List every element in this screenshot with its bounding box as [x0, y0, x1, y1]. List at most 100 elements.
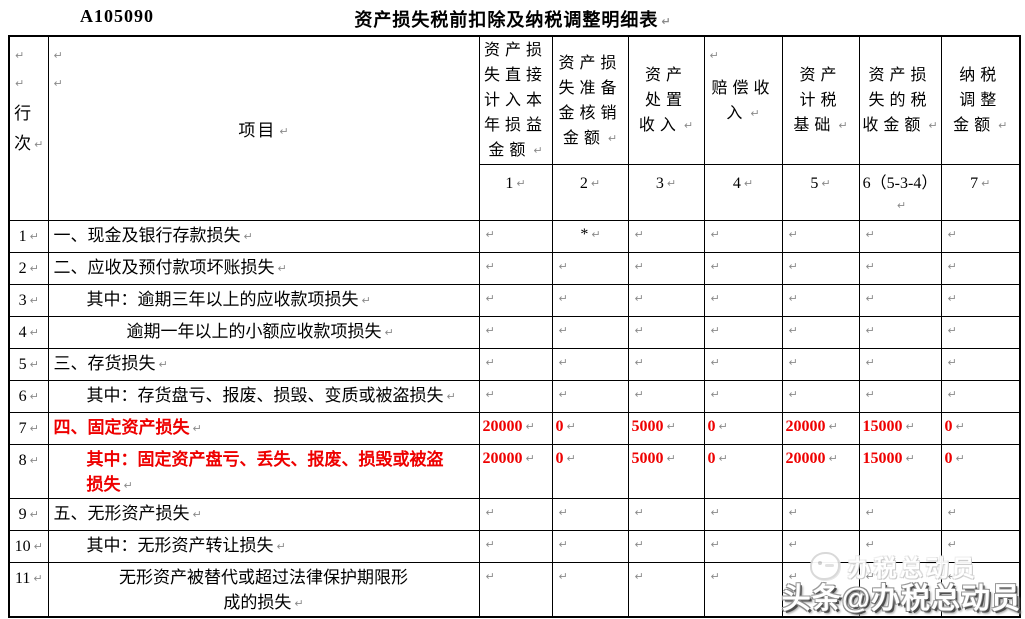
value-cell[interactable]: ↵: [781, 316, 860, 349]
column-number-cell: 3 ↵: [627, 164, 705, 221]
value-cell[interactable]: ↵: [703, 380, 783, 413]
value-cell[interactable]: ↵: [858, 316, 942, 349]
paragraph-mark: ↵: [53, 77, 63, 90]
value-cell[interactable]: ↵: [551, 498, 629, 531]
value-cell[interactable]: ↵: [551, 284, 629, 317]
value-cell[interactable]: ↵: [478, 284, 553, 317]
value-cell[interactable]: ↵: [940, 284, 1021, 317]
value-cell[interactable]: ↵: [478, 316, 553, 349]
value-cell[interactable]: 20000 ↵: [781, 412, 860, 445]
value-cell[interactable]: ↵: [940, 562, 1021, 618]
value-cell[interactable]: ↵: [940, 220, 1021, 253]
value-cell[interactable]: ↵: [940, 530, 1021, 563]
value-cell[interactable]: 20000 ↵: [781, 444, 860, 499]
paragraph-mark: ↵: [865, 260, 875, 273]
value-cell[interactable]: ↵: [781, 380, 860, 413]
value-cell[interactable]: 0 ↵: [940, 444, 1021, 499]
value-cell[interactable]: ↵: [940, 316, 1021, 349]
value-cell[interactable]: ↵: [627, 284, 705, 317]
value-cell[interactable]: ↵: [627, 562, 705, 618]
value-cell[interactable]: ↵: [781, 252, 860, 285]
value-cell[interactable]: ↵: [478, 380, 553, 413]
value-cell[interactable]: ↵: [940, 252, 1021, 285]
value-cell[interactable]: ↵: [627, 252, 705, 285]
value-cell[interactable]: ↵: [940, 498, 1021, 531]
value-cell[interactable]: 5000 ↵: [627, 412, 705, 445]
value-cell[interactable]: ↵: [703, 498, 783, 531]
value-cell[interactable]: ↵: [478, 562, 553, 618]
paragraph-mark: ↵: [981, 177, 991, 190]
value-cell[interactable]: ↵: [781, 562, 860, 618]
value-cell[interactable]: ↵: [478, 348, 553, 381]
value-cell[interactable]: ↵: [627, 348, 705, 381]
value-cell[interactable]: 20000 ↵: [478, 412, 553, 445]
value-cell[interactable]: ↵: [627, 220, 705, 253]
value-cell[interactable]: ↵: [703, 348, 783, 381]
table-body: 1 ↵ 一、现金及银行存款损失 ↵ ↵ * ↵ ↵ ↵ ↵ ↵ ↵ 2 ↵ 二、应收及预付款项坏账损失 ↵ ↵ ↵…: [8, 220, 1021, 618]
value-cell[interactable]: ↵: [703, 562, 783, 618]
value-cell[interactable]: 20000 ↵: [478, 444, 553, 499]
paragraph-mark: ↵: [294, 597, 304, 610]
value-cell[interactable]: ↵: [940, 380, 1021, 413]
paragraph-mark: ↵: [788, 570, 798, 583]
table-row: 9 ↵ 五、无形资产损失 ↵ ↵ ↵ ↵ ↵ ↵ ↵ ↵: [8, 498, 1021, 531]
paragraph-mark: ↵: [516, 177, 526, 190]
value-cell[interactable]: ↵: [478, 220, 553, 253]
value-cell[interactable]: ↵: [858, 498, 942, 531]
value-cell[interactable]: * ↵: [551, 220, 629, 253]
value-cell[interactable]: 0 ↵: [940, 412, 1021, 445]
value-cell[interactable]: ↵: [781, 348, 860, 381]
value-cell[interactable]: ↵: [858, 284, 942, 317]
value-cell[interactable]: ↵: [858, 530, 942, 563]
item-label-cell: 五、无形资产损失 ↵: [47, 498, 480, 531]
row-number-cell: 9 ↵: [8, 498, 49, 531]
value-cell[interactable]: ↵: [703, 530, 783, 563]
value-cell[interactable]: ↵: [627, 530, 705, 563]
value-cell[interactable]: ↵: [858, 220, 942, 253]
value-cell[interactable]: 0 ↵: [703, 412, 783, 445]
value-cell[interactable]: ↵: [781, 498, 860, 531]
value-cell[interactable]: ↵: [703, 316, 783, 349]
value-cell[interactable]: ↵: [627, 316, 705, 349]
column-title-cell: ↵ 赔偿收 入 ↵: [703, 35, 783, 165]
paragraph-mark: ↵: [865, 538, 875, 551]
value-cell[interactable]: ↵: [551, 348, 629, 381]
paragraph-mark: ↵: [29, 454, 39, 467]
value-cell[interactable]: 0 ↵: [551, 412, 629, 445]
value-cell[interactable]: ↵: [781, 284, 860, 317]
value-cell[interactable]: ↵: [858, 348, 942, 381]
value-cell[interactable]: ↵: [551, 530, 629, 563]
value-cell[interactable]: ↵: [478, 530, 553, 563]
value-cell[interactable]: ↵: [551, 252, 629, 285]
value-cell[interactable]: ↵: [627, 380, 705, 413]
value-cell[interactable]: ↵: [551, 316, 629, 349]
value-cell[interactable]: ↵: [478, 252, 553, 285]
value-cell[interactable]: ↵: [858, 252, 942, 285]
value-cell[interactable]: ↵: [858, 380, 942, 413]
value-cell[interactable]: 0 ↵: [703, 444, 783, 499]
value-cell[interactable]: ↵: [703, 220, 783, 253]
paragraph-mark: ↵: [709, 49, 719, 62]
value-cell[interactable]: ↵: [478, 498, 553, 531]
value-cell[interactable]: 0 ↵: [551, 444, 629, 499]
value-cell[interactable]: ↵: [551, 380, 629, 413]
row-number-cell: 10 ↵: [8, 530, 49, 563]
row-number-cell: 5 ↵: [8, 348, 49, 381]
value-cell[interactable]: 5000 ↵: [627, 444, 705, 499]
paragraph-mark: ↵: [710, 260, 720, 273]
value-cell[interactable]: ↵: [703, 252, 783, 285]
value-cell[interactable]: ↵: [940, 348, 1021, 381]
value-cell[interactable]: ↵: [551, 562, 629, 618]
column-number-cell: 7 ↵: [940, 164, 1021, 221]
value-cell[interactable]: ↵: [781, 530, 860, 563]
item-label-cell: 四、固定资产损失 ↵: [47, 412, 480, 445]
value-cell[interactable]: ↵: [858, 562, 942, 618]
value-cell[interactable]: 15000 ↵: [858, 444, 942, 499]
paragraph-mark: ↵: [525, 452, 535, 465]
paragraph-mark: ↵: [710, 506, 720, 519]
value-cell[interactable]: ↵: [627, 498, 705, 531]
column-title-cell: 纳税 调整 金额 ↵: [940, 35, 1021, 165]
value-cell[interactable]: ↵: [703, 284, 783, 317]
value-cell[interactable]: 15000 ↵: [858, 412, 942, 445]
value-cell[interactable]: ↵: [781, 220, 860, 253]
